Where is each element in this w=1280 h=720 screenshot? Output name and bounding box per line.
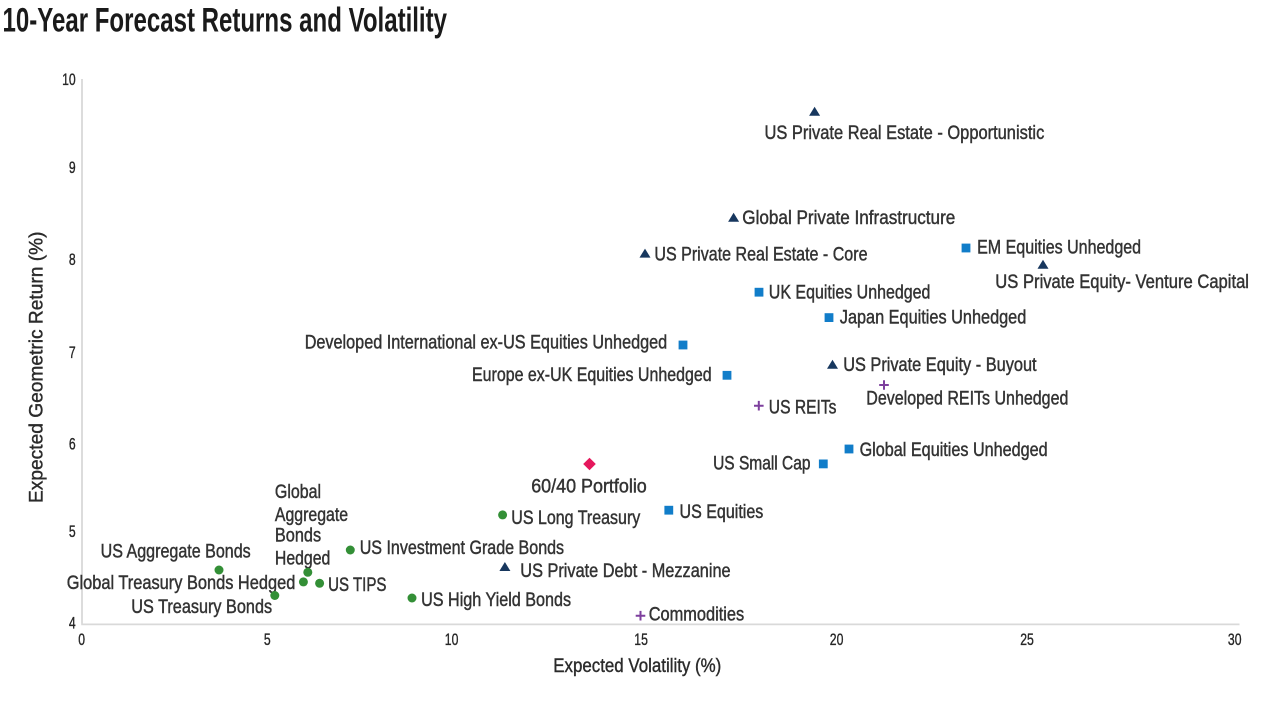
svg-text:Developed International ex-US: Developed International ex-US Equities U… (305, 332, 668, 354)
svg-text:US Equities: US Equities (680, 501, 764, 523)
svg-text:Global: Global (275, 481, 321, 503)
svg-text:8: 8 (69, 251, 76, 269)
svg-text:Global Treasury Bonds Hedged: Global Treasury Bonds Hedged (67, 572, 295, 594)
svg-text:US Long Treasury: US Long Treasury (511, 507, 640, 529)
svg-text:10-Year Forecast Returns and V: 10-Year Forecast Returns and Volatility (3, 1, 448, 39)
svg-text:US Treasury Bonds: US Treasury Bonds (131, 596, 272, 618)
svg-text:Expected Geometric Return (%): Expected Geometric Return (%) (27, 232, 48, 504)
svg-text:15: 15 (634, 631, 648, 649)
svg-text:Aggregate: Aggregate (275, 504, 348, 526)
svg-text:US Aggregate Bonds: US Aggregate Bonds (101, 540, 251, 562)
svg-text:US Investment Grade Bonds: US Investment Grade Bonds (360, 537, 565, 559)
svg-text:9: 9 (69, 159, 76, 177)
svg-text:5: 5 (264, 631, 271, 649)
svg-text:US Private Real Estate - Oppor: US Private Real Estate - Opportunistic (765, 122, 1045, 144)
svg-text:UK Equities Unhedged: UK Equities Unhedged (769, 281, 931, 303)
svg-text:EM Equities Unhedged: EM Equities Unhedged (977, 236, 1141, 258)
svg-text:Europe ex-UK Equities Unhedged: Europe ex-UK Equities Unhedged (472, 364, 712, 386)
svg-text:60/40 Portfolio: 60/40 Portfolio (531, 476, 647, 498)
svg-text:US Private Equity - Buyout: US Private Equity - Buyout (843, 354, 1037, 376)
svg-text:25: 25 (1020, 631, 1034, 649)
svg-text:Japan Equities Unhedged: Japan Equities Unhedged (840, 306, 1027, 328)
svg-text:US TIPS: US TIPS (328, 574, 386, 596)
svg-text:Expected Volatility (%): Expected Volatility (%) (553, 656, 721, 677)
svg-text:US Private Real Estate - Core: US Private Real Estate - Core (654, 244, 867, 266)
svg-text:5: 5 (69, 523, 76, 541)
svg-text:Hedged: Hedged (275, 547, 330, 569)
svg-text:0: 0 (78, 631, 85, 649)
svg-text:20: 20 (830, 631, 844, 649)
svg-text:Commodities: Commodities (649, 604, 745, 626)
svg-text:US Small Cap: US Small Cap (713, 453, 811, 475)
svg-text:Bonds: Bonds (275, 524, 321, 546)
svg-text:10: 10 (62, 71, 76, 89)
svg-text:6: 6 (69, 436, 76, 454)
svg-text:US Private Debt - Mezzanine: US Private Debt - Mezzanine (520, 560, 730, 582)
svg-text:Developed REITs Unhedged: Developed REITs Unhedged (866, 387, 1068, 409)
svg-text:US REITs: US REITs (769, 396, 837, 418)
svg-text:US High Yield Bonds: US High Yield Bonds (421, 589, 571, 611)
svg-text:10: 10 (445, 631, 459, 649)
svg-text:4: 4 (69, 615, 76, 633)
svg-text:Global Equities Unhedged: Global Equities Unhedged (860, 439, 1048, 461)
svg-text:7: 7 (69, 344, 76, 362)
svg-text:30: 30 (1228, 631, 1242, 649)
svg-text:Global Private Infrastructure: Global Private Infrastructure (742, 207, 955, 229)
svg-text:US Private Equity- Venture Cap: US Private Equity- Venture Capital (995, 271, 1249, 293)
